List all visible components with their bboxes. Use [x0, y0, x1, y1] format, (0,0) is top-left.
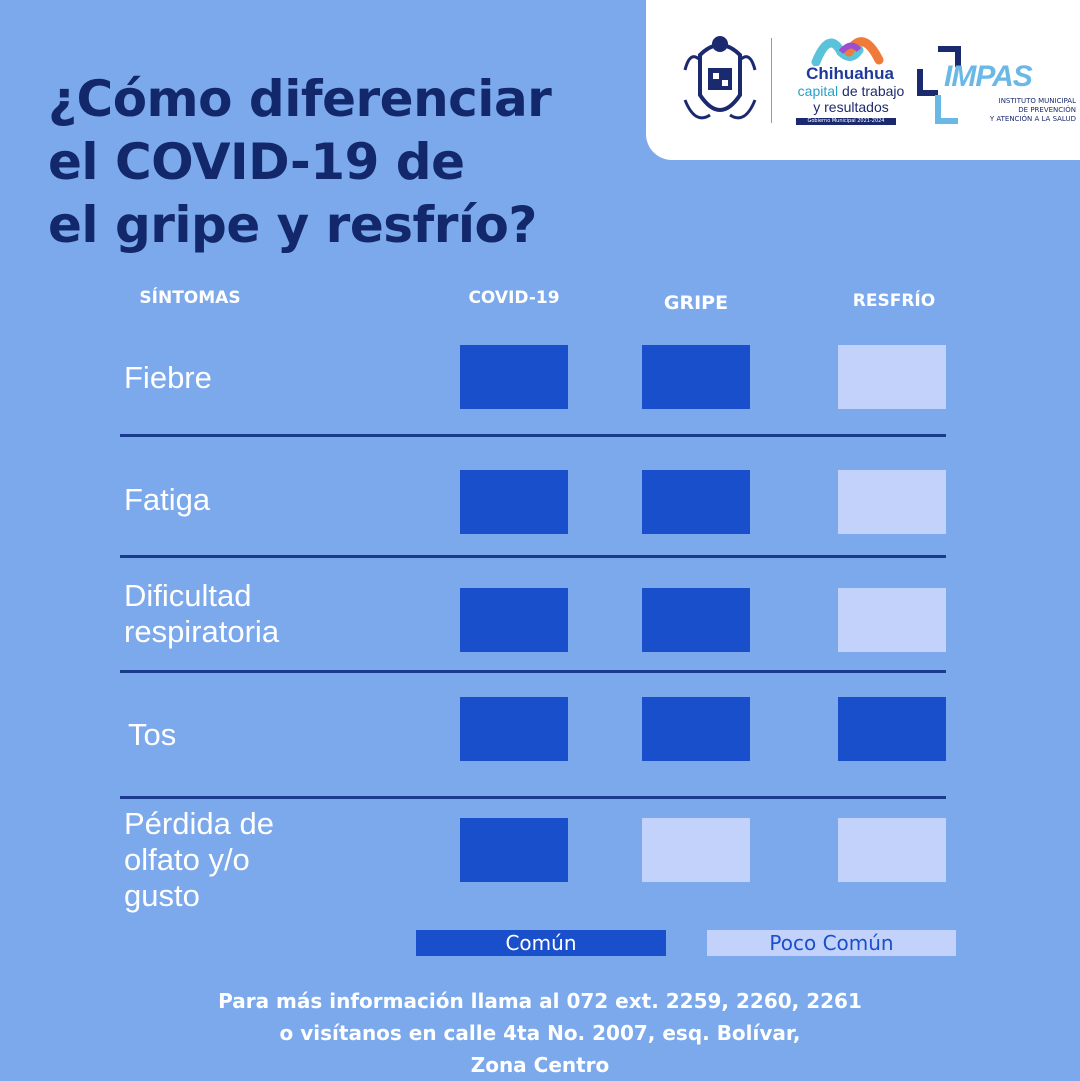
- row-separator: [120, 796, 946, 799]
- cell-covid-common: [460, 818, 568, 882]
- cell-flu-uncommon: [642, 818, 750, 882]
- logo-divider: [771, 38, 772, 123]
- column-header-covid: COVID-19: [468, 288, 560, 308]
- symptom-label: Fatiga: [124, 482, 211, 517]
- symptom-label: Dificultad respiratoria: [124, 578, 280, 649]
- legend-common: Común: [416, 930, 666, 956]
- cell-cold-uncommon: [838, 470, 946, 534]
- impas-text: IMPAS: [944, 60, 1033, 93]
- column-header-cold: RESFRÍO: [852, 291, 936, 311]
- cell-covid-common: [460, 588, 568, 652]
- slogan-rest: de trabajo: [842, 83, 905, 99]
- slogan-capital: capital: [797, 83, 839, 99]
- city-coat-of-arms-icon: [683, 36, 757, 120]
- page-title: ¿Cómo diferenciar el COVID-19 de el grip…: [48, 70, 552, 254]
- cell-cold-uncommon: [838, 818, 946, 882]
- government-banner: Gobierno Municipal 2021-2024: [796, 118, 896, 125]
- row-separator: [120, 555, 946, 558]
- cell-flu-common: [642, 345, 750, 409]
- cell-cold-uncommon: [838, 345, 946, 409]
- column-header-flu: GRIPE: [663, 292, 729, 314]
- impas-wordmark: IMPAS: [944, 60, 1033, 94]
- cell-flu-common: [642, 588, 750, 652]
- footer-contact-info: Para más información llama al 072 ext. 2…: [218, 989, 862, 1077]
- row-separator: [120, 434, 946, 437]
- chihuahua-city-name: Chihuahua: [806, 64, 894, 83]
- cell-cold-common: [838, 697, 946, 761]
- slogan-line2: y resultados: [813, 99, 889, 115]
- logo-panel: Chihuahua capital de trabajo y resultado…: [646, 0, 1080, 160]
- column-header-symptoms: SÍNTOMAS: [139, 288, 241, 308]
- legend-uncommon: Poco Común: [707, 930, 956, 956]
- cell-covid-common: [460, 470, 568, 534]
- cell-covid-common: [460, 697, 568, 761]
- symptom-label: Tos: [128, 717, 177, 752]
- symptom-label: Fiebre: [124, 360, 212, 395]
- chihuahua-mountains-icon: [811, 37, 884, 66]
- cell-flu-common: [642, 697, 750, 761]
- impas-subtitle: INSTITUTO MUNICIPAL DE PREVENCIÓN Y ATEN…: [989, 97, 1076, 123]
- row-separator: [120, 670, 946, 673]
- symptom-label: Pérdida de olfato y/o gusto: [124, 806, 274, 913]
- cell-covid-common: [460, 345, 568, 409]
- cell-flu-common: [642, 470, 750, 534]
- cell-cold-uncommon: [838, 588, 946, 652]
- impas-cross-icon: [917, 46, 961, 124]
